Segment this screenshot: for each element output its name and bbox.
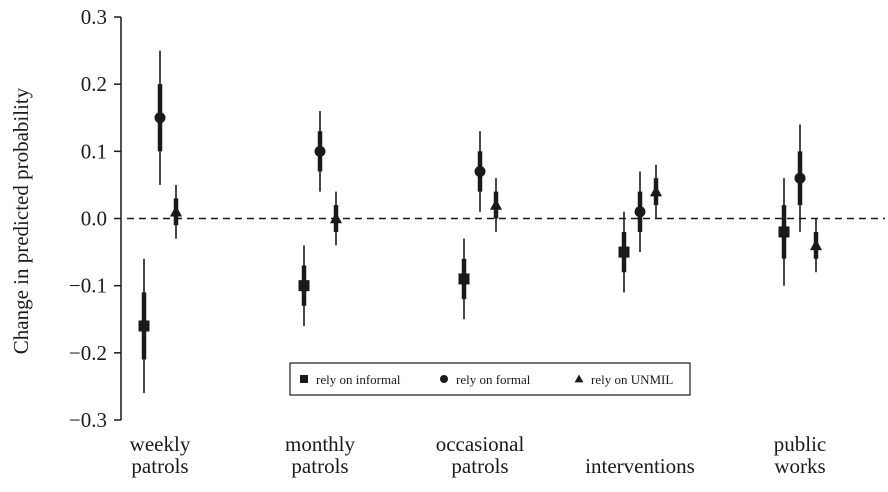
point-estimate — [169, 205, 183, 217]
x-category-label: public — [774, 432, 827, 456]
point-estimate — [794, 172, 806, 184]
point-estimate — [618, 246, 630, 258]
x-category-label: patrols — [131, 454, 188, 478]
point-estimate — [329, 212, 343, 224]
y-tick-label: −0.2 — [69, 341, 107, 365]
point-estimate — [314, 145, 326, 157]
x-category-label: interventions — [585, 454, 695, 478]
series-triangle — [169, 164, 823, 273]
legend: rely on informal rely on formal rely on UN… — [289, 362, 691, 396]
y-tick-label: −0.1 — [69, 274, 107, 298]
legend-box — [289, 362, 691, 396]
x-category-label: monthly — [285, 432, 356, 456]
y-tick-label: 0.3 — [81, 5, 107, 29]
legend-marker — [574, 374, 584, 383]
legend-label: rely on informal — [316, 372, 401, 387]
point-estimate — [649, 185, 663, 197]
x-category-label: works — [774, 454, 825, 478]
point-estimate — [778, 226, 790, 238]
point-estimate — [458, 273, 470, 285]
legend-label: rely on UNMIL — [591, 372, 673, 387]
point-estimate — [138, 320, 150, 332]
x-category-labels: weeklypatrolsmonthlypatrolsoccasionalpat… — [130, 432, 827, 478]
x-category-label: patrols — [291, 454, 348, 478]
y-tick-label: 0.2 — [81, 72, 107, 96]
legend-marker — [440, 375, 448, 383]
point-estimate — [809, 239, 823, 251]
series-circle — [154, 50, 806, 253]
y-tick-label: 0.0 — [81, 207, 107, 231]
point-estimate — [634, 206, 646, 218]
point-estimate — [489, 198, 503, 210]
point-estimate — [474, 165, 486, 177]
point-estimate — [298, 280, 310, 292]
y-tick-label: 0.1 — [81, 139, 107, 163]
legend-marker — [300, 375, 308, 383]
y-axis: −0.3 −0.2 −0.1 0.0 0.1 0.2 0.3 — [69, 5, 122, 432]
y-axis-label: Change in predicted probability — [9, 87, 33, 354]
series-square — [138, 178, 790, 394]
plot-marks — [138, 50, 823, 394]
y-tick-label: −0.3 — [69, 408, 107, 432]
x-category-label: occasional — [436, 432, 525, 456]
x-category-label: patrols — [451, 454, 508, 478]
x-category-label: weekly — [130, 432, 191, 456]
legend-label: rely on formal — [456, 372, 531, 387]
point-estimate — [154, 112, 166, 124]
